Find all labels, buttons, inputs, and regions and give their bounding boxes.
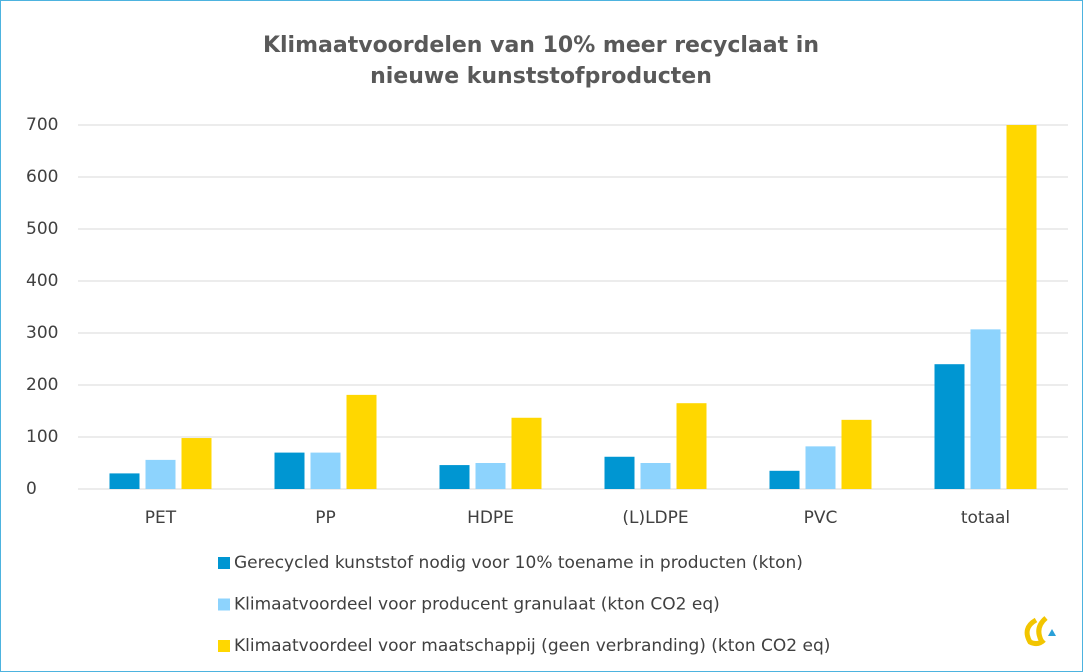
y-tick-label: 100 (26, 427, 58, 447)
bar (109, 473, 140, 489)
legend-swatch (218, 640, 230, 652)
bar (274, 452, 305, 489)
bar (511, 417, 542, 489)
bar (181, 438, 212, 489)
bar (805, 446, 836, 489)
bar (604, 456, 635, 489)
legend-label: Klimaatvoordeel voor producent granulaat… (234, 595, 720, 615)
y-tick-label: 300 (26, 323, 58, 343)
bar (310, 452, 341, 489)
bar (1006, 125, 1037, 489)
bar (769, 470, 800, 489)
legend-swatch (218, 557, 230, 569)
x-tick-label: totaal (961, 508, 1010, 528)
y-tick-label: 500 (26, 219, 58, 239)
y-tick-label: 700 (26, 115, 58, 135)
x-tick-label: (L)LDPE (622, 508, 688, 528)
bar (841, 419, 872, 489)
bar (934, 364, 965, 489)
bar (145, 459, 176, 489)
x-tick-label: PP (315, 508, 336, 528)
bar (970, 329, 1001, 489)
y-tick-label: 600 (26, 167, 58, 187)
x-tick-label: PVC (804, 508, 838, 528)
chart-title: Klimaatvoordelen van 10% meer recyclaat … (262, 33, 820, 89)
bar (439, 465, 470, 489)
y-tick-label: 0 (26, 479, 37, 499)
y-tick-label: 200 (26, 375, 58, 395)
y-tick-label: 400 (26, 271, 58, 291)
x-tick-label: PET (145, 508, 177, 528)
bar (346, 394, 377, 489)
bar (640, 463, 671, 489)
bar (676, 403, 707, 489)
logo (1024, 616, 1056, 647)
legend-swatch (218, 598, 230, 611)
x-tick-label: HDPE (467, 508, 514, 528)
bar (475, 463, 506, 489)
legend-label: Klimaatvoordeel voor maatschappij (geen … (234, 636, 830, 656)
legend-label: Gerecycled kunststof nodig voor 10% toen… (234, 553, 803, 573)
